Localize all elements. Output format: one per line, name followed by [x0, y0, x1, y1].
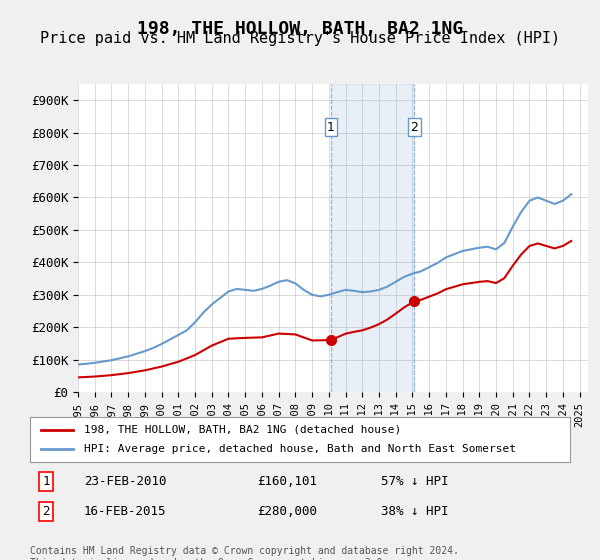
Text: £280,000: £280,000	[257, 505, 317, 518]
Text: 2: 2	[43, 505, 50, 518]
Text: 2: 2	[410, 120, 418, 134]
Text: £160,101: £160,101	[257, 475, 317, 488]
Text: 38% ↓ HPI: 38% ↓ HPI	[381, 505, 449, 518]
Text: HPI: Average price, detached house, Bath and North East Somerset: HPI: Average price, detached house, Bath…	[84, 445, 516, 455]
Text: 198, THE HOLLOW, BATH, BA2 1NG: 198, THE HOLLOW, BATH, BA2 1NG	[137, 20, 463, 38]
Text: 198, THE HOLLOW, BATH, BA2 1NG (detached house): 198, THE HOLLOW, BATH, BA2 1NG (detached…	[84, 424, 401, 435]
Text: 23-FEB-2010: 23-FEB-2010	[84, 475, 167, 488]
Text: 1: 1	[43, 475, 50, 488]
Text: Price paid vs. HM Land Registry's House Price Index (HPI): Price paid vs. HM Land Registry's House …	[40, 31, 560, 46]
Text: Contains HM Land Registry data © Crown copyright and database right 2024.
This d: Contains HM Land Registry data © Crown c…	[30, 546, 459, 560]
Text: 1: 1	[327, 120, 335, 134]
Bar	[331, 84, 415, 392]
Text: 57% ↓ HPI: 57% ↓ HPI	[381, 475, 449, 488]
Text: 16-FEB-2015: 16-FEB-2015	[84, 505, 167, 518]
